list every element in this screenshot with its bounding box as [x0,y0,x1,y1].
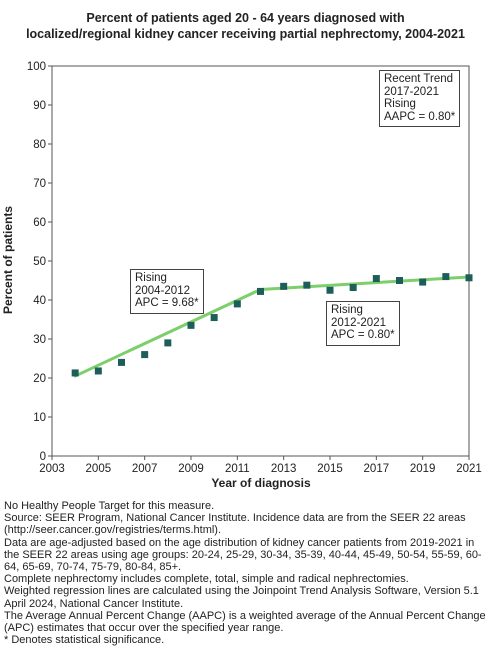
data-point [141,351,149,359]
x-axis-label: Year of diagnosis [211,476,311,490]
data-point [118,358,125,366]
y-tick-label: 50 [33,256,46,268]
data-point [465,274,473,282]
y-tick-label: 10 [33,412,46,424]
data-point [303,281,311,289]
x-tick-label: 2005 [86,463,112,475]
annotation-line: Recent Trend [384,73,454,85]
annotation-line: Rising [135,272,167,284]
note-line: The Average Annual Percent Change (AAPC)… [4,609,486,635]
annotation-line: 2012-2021 [331,316,386,329]
chart-plot: 0 10 20 30 40 50 60 70 80 90 100 2003 2005 2007 2009 20… [1,61,482,490]
x-tick-label: 2015 [317,463,343,475]
data-point [349,284,357,292]
data-point [326,286,334,294]
y-tick-label: 0 [40,451,46,463]
y-axis-label: Percent of patients [1,206,15,314]
data-point [71,369,79,377]
note-line: No Healthy People Target for this measur… [4,500,215,512]
data-point [442,273,450,281]
y-tick-label: 90 [33,100,46,112]
annotation-line: AAPC = 0.80* [384,110,456,123]
data-point [233,300,241,308]
x-tick-label: 2011 [225,463,250,475]
note-line: Weighted regression lines are calculated… [4,585,479,610]
y-tick-label: 30 [33,334,46,346]
x-tick-label: 2019 [410,463,436,475]
y-tick-label: 40 [33,295,46,307]
annotation-line: 2017-2021 [384,85,439,98]
data-point [396,277,403,284]
annotation-line: APC = 0.80* [331,329,395,341]
data-points [71,273,473,377]
trend-annotation-2004-2012: Rising 2004-2012 APC = 9.68* [130,269,204,314]
annotation-line: 2004-2012 [135,284,190,297]
chart-title-line-1: Percent of patients aged 20 - 64 years d… [86,11,405,25]
annotation-line: APC = 9.68* [135,297,199,309]
data-point [187,321,195,329]
data-point [164,339,172,347]
note-line: Complete nephrectomy includes complete, … [4,573,409,586]
data-point [280,282,288,290]
note-line: Source: SEER Program, National Cancer In… [4,512,466,537]
x-tick-label: 2009 [178,463,204,475]
data-point [419,278,427,286]
chart-title-line-2: localized/regional kidney cancer receivi… [26,27,465,41]
y-tick-label: 80 [33,139,46,151]
y-tick-label: 60 [33,217,46,229]
y-tick-label: 20 [33,373,46,385]
x-tick-label: 2013 [271,463,297,475]
chart-notes: No Healthy People Target for this measur… [4,500,488,646]
trend-annotation-2012-2021: Rising 2012-2021 APC = 0.80* [326,301,400,346]
axes: 0 10 20 30 40 50 60 70 80 90 100 2003 2005 2007 2009 20… [27,61,482,475]
note-line: * Denotes statistical significance. [4,634,165,646]
annotation-line: Rising [384,98,416,110]
x-tick-label: 2017 [364,463,390,475]
x-tick-label: 2021 [456,463,482,475]
x-tick-label: 2003 [39,463,65,475]
data-point [257,287,264,295]
y-tick-label: 100 [27,61,46,73]
y-tick-label: 70 [33,178,46,190]
chart-title: Percent of patients aged 20 - 64 years d… [0,10,491,42]
note-line: Data are age-adjusted based on the age d… [4,536,482,574]
data-point [372,275,380,283]
x-tick-label: 2007 [132,463,158,475]
data-point [210,314,218,322]
annotation-line: Rising [331,304,363,316]
data-point [94,367,102,375]
recent-trend-annotation: Recent Trend 2017-2021 Rising AAPC = 0.8… [379,70,461,127]
